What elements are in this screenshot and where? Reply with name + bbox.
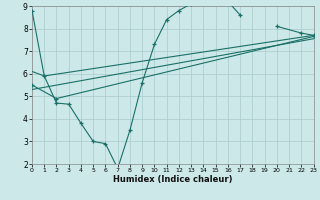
X-axis label: Humidex (Indice chaleur): Humidex (Indice chaleur) — [113, 175, 233, 184]
